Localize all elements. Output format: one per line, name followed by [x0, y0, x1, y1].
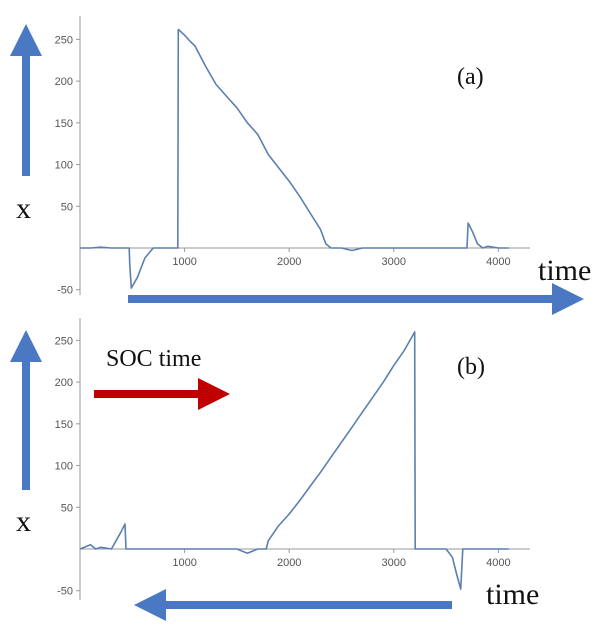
- panel-a-y-tick-label: 250: [55, 34, 73, 46]
- panel-b-x-tick-label: 3000: [382, 557, 406, 569]
- panel-a-x-tick-label: 3000: [382, 256, 406, 268]
- panel-a-x-tick-label: 4000: [486, 256, 510, 268]
- panel-a-x-tick-label: 2000: [277, 256, 301, 268]
- panel-b-ticks: 1000 2000 3000 4000 -50 50 100 150 200 250: [55, 335, 511, 597]
- panel-a-y-tick-label: 200: [55, 76, 73, 88]
- panel-a-series-line: [80, 28, 509, 289]
- panel-b-series-line: [79, 331, 509, 590]
- panel-a: 1000 2000 3000 4000 -50 50 100 150 200 250 x time…: [10, 16, 591, 315]
- panel-b-x-tick-label: 1000: [172, 557, 196, 569]
- panel-b-time-word: time: [486, 578, 539, 611]
- panel-b-x-tick-label: 2000: [277, 557, 301, 569]
- panel-b-y-word: x: [16, 505, 31, 538]
- panel-b-y-tick-label: 150: [55, 419, 73, 431]
- panel-a-y-word: x: [16, 192, 31, 225]
- panel-a-time-word: time: [538, 254, 591, 287]
- panel-a-y-tick-label: 50: [61, 201, 73, 213]
- panel-b: 1000 2000 3000 4000 -50 50 100 150 200 250 SOC ti…: [10, 318, 539, 621]
- panel-b-y-tick-label: 50: [61, 502, 73, 514]
- panel-a-tag: (a): [457, 64, 484, 90]
- panel-b-y-tick-label: -50: [57, 586, 73, 598]
- panel-a-y-tick-label: 150: [55, 118, 73, 130]
- panel-a-y-tick-label: -50: [57, 285, 73, 297]
- panel-a-x-tick-label: 1000: [172, 256, 196, 268]
- panel-a-ticks: 1000 2000 3000 4000 -50 50 100 150 200 250: [55, 34, 511, 296]
- panel-b-y-tick-label: 200: [55, 377, 73, 389]
- panel-b-x-tick-label: 4000: [486, 557, 510, 569]
- panel-b-y-tick-label: 100: [55, 461, 73, 473]
- panel-a-y-tick-label: 100: [55, 160, 73, 172]
- panel-b-tag: (b): [457, 354, 485, 380]
- panel-b-y-tick-label: 250: [55, 335, 73, 347]
- soc-time-label: SOC time: [106, 346, 201, 372]
